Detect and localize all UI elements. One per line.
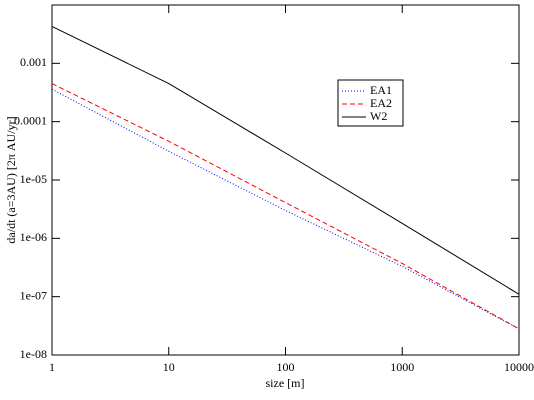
y-tick-label: 0.0001: [14, 113, 47, 127]
y-axis-label: da/dt (a=3AU) [2π AU/yr]: [4, 116, 18, 243]
x-tick-label: 10000: [504, 360, 534, 374]
series-line: [51, 88, 520, 330]
x-tick-label: 100: [277, 360, 295, 374]
y-tick-label: 0.001: [20, 55, 47, 69]
y-tick-label: 1e-06: [20, 230, 47, 244]
legend-label: EA1: [370, 83, 392, 97]
legend-label: W2: [370, 109, 387, 123]
series-line: [51, 25, 520, 295]
x-tick-label: 10: [163, 360, 175, 374]
legend-box: [337, 79, 404, 127]
x-tick-label: 1: [49, 360, 55, 374]
legend-label: EA2: [370, 96, 392, 110]
series-line: [51, 83, 520, 330]
y-tick-label: 1e-05: [20, 172, 47, 186]
plot-frame: [51, 4, 520, 356]
y-tick-label: 1e-08: [20, 347, 47, 361]
x-axis-label: size [m]: [266, 376, 305, 390]
y-tick-label: 1e-07: [20, 288, 47, 302]
x-tick-label: 1000: [390, 360, 414, 374]
